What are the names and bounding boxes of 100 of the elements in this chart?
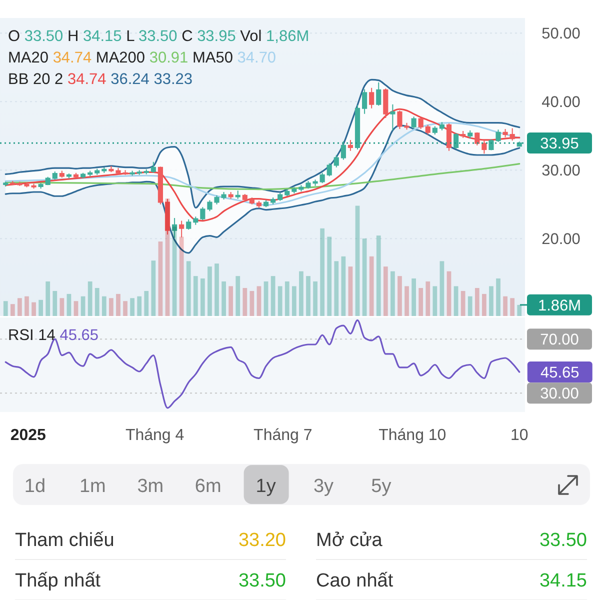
candlestick: [516, 141, 522, 147]
bar: [80, 296, 86, 316]
bar: [186, 261, 191, 316]
bar: [165, 198, 170, 316]
candlestick: [193, 216, 198, 226]
candlestick: [52, 170, 58, 180]
candlestick: [263, 200, 269, 208]
x-tick-label: Tháng 7: [254, 427, 312, 444]
bar: [88, 281, 92, 316]
bar: [440, 261, 444, 316]
category-label: Thấp nhất: [15, 570, 102, 592]
ref-line-label: 33.95: [540, 136, 579, 153]
candlestick: [376, 82, 382, 106]
bar: [250, 290, 254, 316]
bar: [137, 296, 142, 316]
candlestick: [446, 123, 452, 152]
line-series: [4, 108, 520, 222]
candlestick: [66, 173, 72, 179]
bar: [116, 294, 120, 316]
y2-tick-label: 1.86M: [538, 297, 582, 314]
text: 33.50: [238, 570, 286, 592]
candlestick: [45, 176, 50, 186]
bar: [320, 228, 324, 316]
candlestick: [38, 182, 44, 190]
candlestick: [108, 165, 114, 173]
candlestick: [130, 170, 135, 176]
bar: [390, 271, 395, 316]
candlestick: [425, 124, 430, 135]
bar: [242, 288, 248, 316]
candlestick: [228, 192, 234, 200]
candlestick: [474, 132, 480, 146]
bar: [278, 286, 282, 316]
candlestick: [256, 200, 262, 208]
candlestick: [179, 220, 184, 238]
bar: [306, 276, 310, 316]
y-tick-label: 70.00: [540, 332, 580, 349]
bar: [222, 281, 226, 316]
candlestick: [482, 140, 487, 154]
candlestick: [284, 188, 290, 197]
bar: [327, 236, 332, 316]
bar: [151, 260, 156, 316]
candlestick: [158, 166, 163, 205]
bar: [52, 290, 58, 316]
bar: [66, 294, 72, 316]
candlestick: [439, 122, 444, 131]
bar: [341, 256, 346, 316]
text: 3m: [137, 476, 164, 497]
candlestick: [186, 218, 192, 230]
candlestick: [502, 128, 508, 138]
candlestick: [348, 139, 354, 152]
bar: [158, 242, 163, 316]
y-tick-label: 20.00: [542, 231, 581, 248]
candlestick: [362, 88, 368, 114]
bar: [517, 304, 522, 316]
bar: [348, 266, 353, 316]
bar: [46, 281, 50, 316]
candlestick: [80, 172, 86, 179]
bar: [130, 298, 134, 316]
bar: [398, 276, 402, 316]
bar: [460, 290, 466, 316]
candlestick: [298, 184, 304, 192]
bar: [489, 286, 494, 316]
candlestick: [94, 168, 100, 176]
candlestick: [326, 162, 332, 177]
bar: [172, 226, 177, 316]
bar: [496, 278, 500, 316]
line-series: [4, 163, 520, 190]
candlestick: [320, 172, 325, 184]
line-series: [4, 122, 520, 206]
bar: [179, 236, 184, 316]
candlestick: [270, 196, 276, 205]
candlestick: [102, 166, 107, 174]
text: O 33.50 H 34.15 L 33.50 C 33.95 Vol 1,86M: [8, 28, 310, 45]
bar: [355, 206, 360, 316]
y-tick-label: 30.00: [542, 162, 581, 180]
candlestick: [59, 170, 64, 178]
bar: [468, 296, 472, 316]
bar: [454, 286, 458, 316]
x-tick-label: Tháng 4: [125, 427, 184, 444]
bar: [18, 298, 22, 316]
candlestick: [221, 192, 226, 200]
bar: [418, 288, 424, 316]
bar: [144, 290, 149, 316]
bar: [208, 266, 212, 316]
bar: [362, 238, 367, 316]
bar: [503, 296, 508, 316]
candlestick: [17, 181, 22, 186]
bar: [383, 266, 388, 316]
candlestick: [73, 172, 79, 178]
bar: [369, 256, 374, 316]
bar: [474, 288, 480, 316]
bar: [236, 276, 240, 316]
candlestick: [136, 170, 142, 176]
text: 1m: [79, 476, 106, 497]
candlestick: [278, 192, 283, 202]
text: 1d: [24, 476, 46, 497]
bar: [446, 271, 452, 316]
bar: [200, 278, 205, 316]
candlestick: [383, 88, 388, 119]
annotation: BB 20 2 34.74 36.24 33.23: [8, 71, 192, 88]
